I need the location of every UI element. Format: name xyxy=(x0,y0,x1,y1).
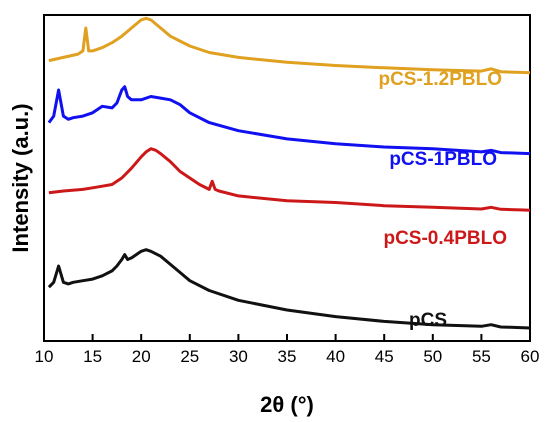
x-tick-label: 20 xyxy=(132,347,151,366)
x-tick-label: 15 xyxy=(83,347,102,366)
series-layer xyxy=(47,16,531,330)
series-line-pcs-0-4pblo xyxy=(48,147,531,212)
series-label: pCS xyxy=(409,310,447,331)
x-axis-ticks xyxy=(43,334,531,341)
x-axis-tick-labels: 10 15 20 25 30 35 40 45 50 55 60 xyxy=(35,347,540,366)
series-line-pcs xyxy=(47,248,531,330)
series-label: pCS-1.2PBLO xyxy=(378,69,502,90)
series-line-pcs-1-2pblo xyxy=(48,16,531,75)
x-tick-label: 10 xyxy=(35,347,54,366)
series-label: pCS-0.4PBLO xyxy=(383,228,507,249)
x-tick-label: 60 xyxy=(521,347,540,366)
x-tick-label: 40 xyxy=(326,347,345,366)
series-labels: pCS-1.2PBLO pCS-1PBLO pCS-0.4PBLO pCS xyxy=(378,69,507,331)
x-tick-label: 55 xyxy=(472,347,491,366)
y-axis-title: Intensity (a.u.) xyxy=(8,103,33,252)
x-tick-label: 35 xyxy=(278,347,297,366)
x-tick-label: 30 xyxy=(229,347,248,366)
series-label: pCS-1PBLO xyxy=(389,149,497,170)
x-axis-title: 2θ (°) xyxy=(260,392,314,417)
x-tick-label: 25 xyxy=(180,347,199,366)
series-line-pcs-1pblo xyxy=(47,85,531,156)
x-tick-label: 45 xyxy=(375,347,394,366)
x-tick-label: 50 xyxy=(423,347,442,366)
plot-frame xyxy=(43,14,531,342)
